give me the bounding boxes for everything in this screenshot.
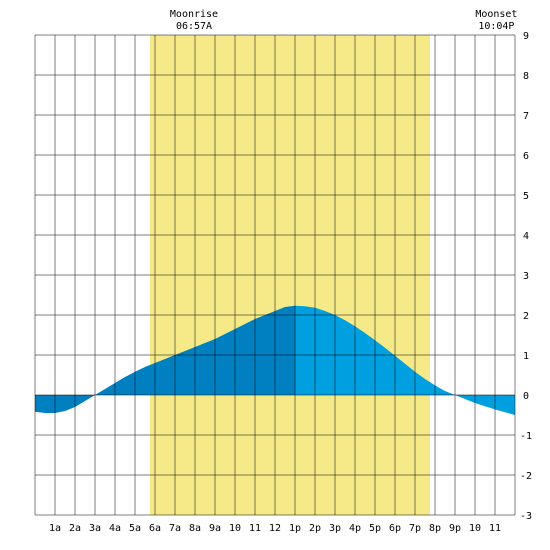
x-axis-ticks: 1a 2a 3a 4a 5a 6a 7a 8a 9a 10 11 12 1p 2p 3p 4p 5p 6p 7p 8p… xyxy=(49,523,501,534)
x-tick-label: 7a xyxy=(169,523,181,534)
x-tick-label: 2a xyxy=(69,523,81,534)
x-tick-label: 4p xyxy=(349,523,361,534)
annotation-time: 06:57A xyxy=(176,21,212,32)
x-tick-label: 6p xyxy=(389,523,401,534)
y-tick-label: 4 xyxy=(523,231,529,242)
x-tick-label: 2p xyxy=(309,523,321,534)
y-tick-label: 3 xyxy=(523,271,529,282)
annotation-label: Moonset xyxy=(475,9,517,20)
y-tick-label: 9 xyxy=(523,31,529,42)
tide-area-falling xyxy=(295,305,515,415)
x-tick-label: 1a xyxy=(49,523,61,534)
tide-area-rising xyxy=(35,305,295,413)
x-tick-label: 12 xyxy=(269,523,281,534)
x-tick-label: 3p xyxy=(329,523,341,534)
x-tick-label: 10 xyxy=(229,523,241,534)
y-tick-label: 0 xyxy=(523,391,529,402)
y-tick-label: 5 xyxy=(523,191,529,202)
x-tick-label: 8a xyxy=(189,523,201,534)
x-tick-label: 8p xyxy=(429,523,441,534)
x-tick-label: 11 xyxy=(489,523,501,534)
x-tick-label: 6a xyxy=(149,523,161,534)
y-tick-label: -1 xyxy=(520,431,532,442)
annotation-time: 10:04P xyxy=(478,21,514,32)
x-tick-label: 1p xyxy=(289,523,301,534)
y-tick-label: 1 xyxy=(523,351,529,362)
x-tick-label: 5a xyxy=(129,523,141,534)
tide-area xyxy=(35,305,515,415)
y-tick-label: 8 xyxy=(523,71,529,82)
y-tick-label: 2 xyxy=(523,311,529,322)
x-tick-label: 5p xyxy=(369,523,381,534)
grid xyxy=(34,34,516,516)
y-tick-label: -2 xyxy=(520,471,532,482)
y-tick-label: -3 xyxy=(520,511,532,522)
y-tick-label: 6 xyxy=(523,151,529,162)
x-tick-label: 9p xyxy=(449,523,461,534)
x-tick-label: 9a xyxy=(209,523,221,534)
x-tick-label: 4a xyxy=(109,523,121,534)
x-tick-label: 7p xyxy=(409,523,421,534)
y-axis-ticks: 9 8 7 6 5 4 3 2 1 0 -1 -2 -3 xyxy=(520,31,532,522)
x-tick-label: 11 xyxy=(249,523,261,534)
x-tick-label: 10 xyxy=(469,523,481,534)
x-tick-label: 3a xyxy=(89,523,101,534)
y-tick-label: 7 xyxy=(523,111,529,122)
annotation-label: Moonrise xyxy=(170,9,218,20)
